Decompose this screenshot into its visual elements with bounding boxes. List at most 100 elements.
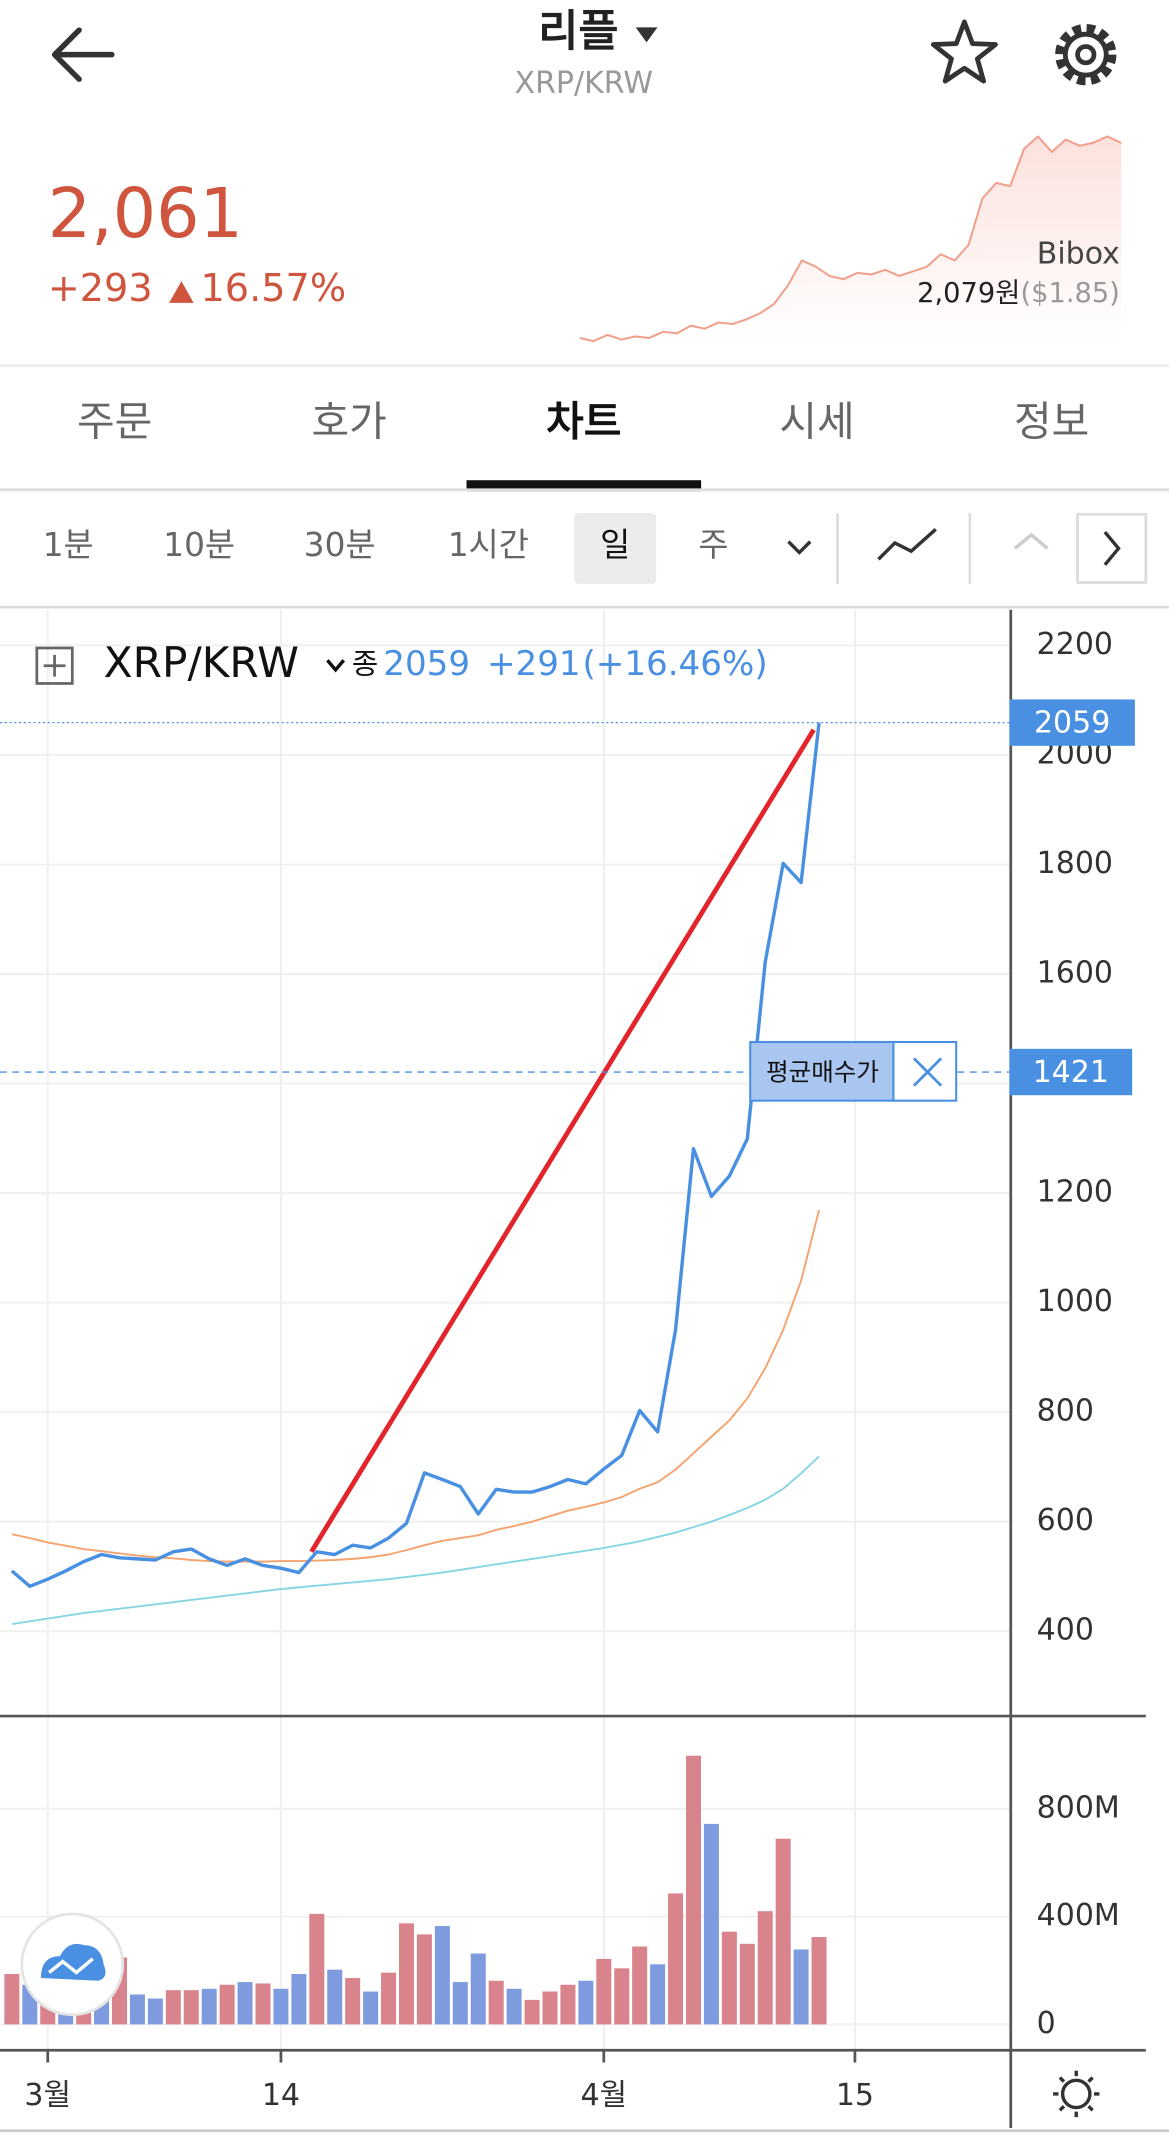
interval-button[interactable]: 1분 <box>43 526 94 564</box>
volume-bar <box>775 1838 791 2025</box>
legend: XRP/KRW 종 2059 +291 (+16.46%) <box>35 638 768 687</box>
y-tick-label: 600 <box>1037 1503 1094 1538</box>
volume-bar <box>147 1998 163 2025</box>
gear-body <box>1062 31 1109 78</box>
volume-bar <box>650 1964 666 2025</box>
tab[interactable]: 호가 <box>312 397 387 445</box>
volume-bar <box>793 1949 809 2025</box>
avg-buy-close-icon <box>912 1057 943 1087</box>
exchange-usd: ($1.85) <box>1021 278 1120 309</box>
favorite-button[interactable] <box>930 19 998 84</box>
settings-button[interactable] <box>1055 23 1117 86</box>
volume-bar <box>578 1980 594 2025</box>
volume-bar <box>183 1990 199 2025</box>
sun-rays <box>1053 2070 1100 2118</box>
scroll-right-button[interactable] <box>1076 512 1148 584</box>
sun-icon <box>1060 2078 1092 2110</box>
volume-bar <box>632 1946 648 2025</box>
tab[interactable]: 차트 <box>546 397 621 445</box>
volume-bar <box>757 1911 773 2025</box>
coin-pair: XRP/KRW <box>515 66 654 101</box>
volume-bar <box>129 1994 145 2025</box>
volume-bar <box>703 1823 719 2025</box>
interval-button[interactable]: 일 <box>600 526 630 564</box>
volume-bar <box>470 1953 486 2025</box>
legend-symbol: XRP/KRW <box>104 638 299 687</box>
up-arrow <box>169 281 194 303</box>
active-tab-indicator <box>466 480 702 492</box>
volume-bar <box>452 1982 468 2025</box>
tab[interactable]: 정보 <box>1014 397 1089 445</box>
display-settings[interactable] <box>1053 2070 1100 2118</box>
expand-icon[interactable] <box>35 646 74 685</box>
exchange-name: Bibox <box>1037 237 1120 272</box>
y-tick-label: 1800 <box>1037 846 1113 881</box>
volume-bar <box>255 1983 271 2025</box>
title-dropdown[interactable] <box>635 27 658 43</box>
volume-bar <box>291 1973 307 2025</box>
tab[interactable]: 시세 <box>779 397 854 445</box>
volume-bar <box>488 1980 504 2025</box>
y-tick-label: 1200 <box>1037 1175 1113 1210</box>
volume-bar <box>345 1978 361 2025</box>
legend-close: 2059 <box>383 644 470 684</box>
interval-button[interactable]: 30분 <box>304 526 376 564</box>
scroll-right-icon <box>1103 530 1121 566</box>
y-tick-label: 2200 <box>1037 627 1113 662</box>
y-tick-label: 400 <box>1037 1613 1094 1648</box>
last-price-tag-label: 2059 <box>1034 705 1110 740</box>
y-tick-label: 0 <box>1037 2006 1056 2041</box>
volume-bar <box>614 1968 630 2025</box>
y-tick-label: 800M <box>1037 1790 1120 1825</box>
volume-bar <box>309 1913 325 2025</box>
volume-bar <box>219 1984 235 2025</box>
volume-bar <box>685 1755 701 2025</box>
volume-bar <box>596 1958 612 2025</box>
avg-buy-label: 평균매수가 <box>766 1057 879 1086</box>
interval-button[interactable]: 주 <box>698 526 728 564</box>
price-change: +293 <box>48 267 153 311</box>
x-tick-label: 15 <box>836 2078 874 2113</box>
current-price: 2,061 <box>48 175 243 254</box>
y-tick-label: 800 <box>1037 1394 1094 1429</box>
volume-bar <box>524 1999 540 2025</box>
symbol-dropdown[interactable] <box>326 659 346 673</box>
exchange-price: 2,079원 <box>917 278 1020 309</box>
expand-plus <box>43 654 66 677</box>
volume-bar <box>273 1988 289 2025</box>
gear-hole <box>1075 44 1097 66</box>
indicator-button[interactable] <box>1013 532 1049 550</box>
interval-button[interactable]: 10분 <box>163 526 235 564</box>
volume-bar <box>416 1934 432 2025</box>
volume-bar <box>560 1984 576 2025</box>
y-tick-label: 1600 <box>1037 955 1113 990</box>
volume-bar <box>327 1969 343 2025</box>
avg-buy-tag-label: 1421 <box>1033 1055 1109 1090</box>
moving-average-line <box>11 1209 820 1563</box>
theme-icon <box>40 1943 106 1981</box>
tab[interactable]: 주문 <box>77 397 152 445</box>
legend-close-label: 종 <box>352 647 378 681</box>
coin-title[interactable]: 리플 <box>538 6 618 57</box>
volume-bar <box>811 1937 827 2025</box>
x-tick-label: 14 <box>262 2078 300 2113</box>
volume-bar <box>237 1982 253 2025</box>
volume-bar <box>4 1973 20 2025</box>
legend-change: +291 <box>487 644 581 684</box>
x-tick-label: 4월 <box>580 2078 627 2113</box>
volume-bar <box>201 1988 217 2025</box>
volume-bar <box>434 1926 450 2025</box>
back-button[interactable] <box>51 27 115 82</box>
theme-button[interactable] <box>20 1912 125 2017</box>
avg-buy-close[interactable] <box>892 1040 958 1102</box>
moving-average-line <box>11 1455 820 1626</box>
volume-bar <box>363 1991 379 2025</box>
more-intervals[interactable] <box>787 540 812 555</box>
volume-bar <box>165 1990 181 2025</box>
x-tick-label: 3월 <box>24 2078 71 2113</box>
interval-button[interactable]: 1시간 <box>448 526 529 564</box>
last-price-tag <box>1009 699 1135 746</box>
chart-style-button[interactable] <box>877 528 937 561</box>
volume-bar <box>381 1972 397 2025</box>
